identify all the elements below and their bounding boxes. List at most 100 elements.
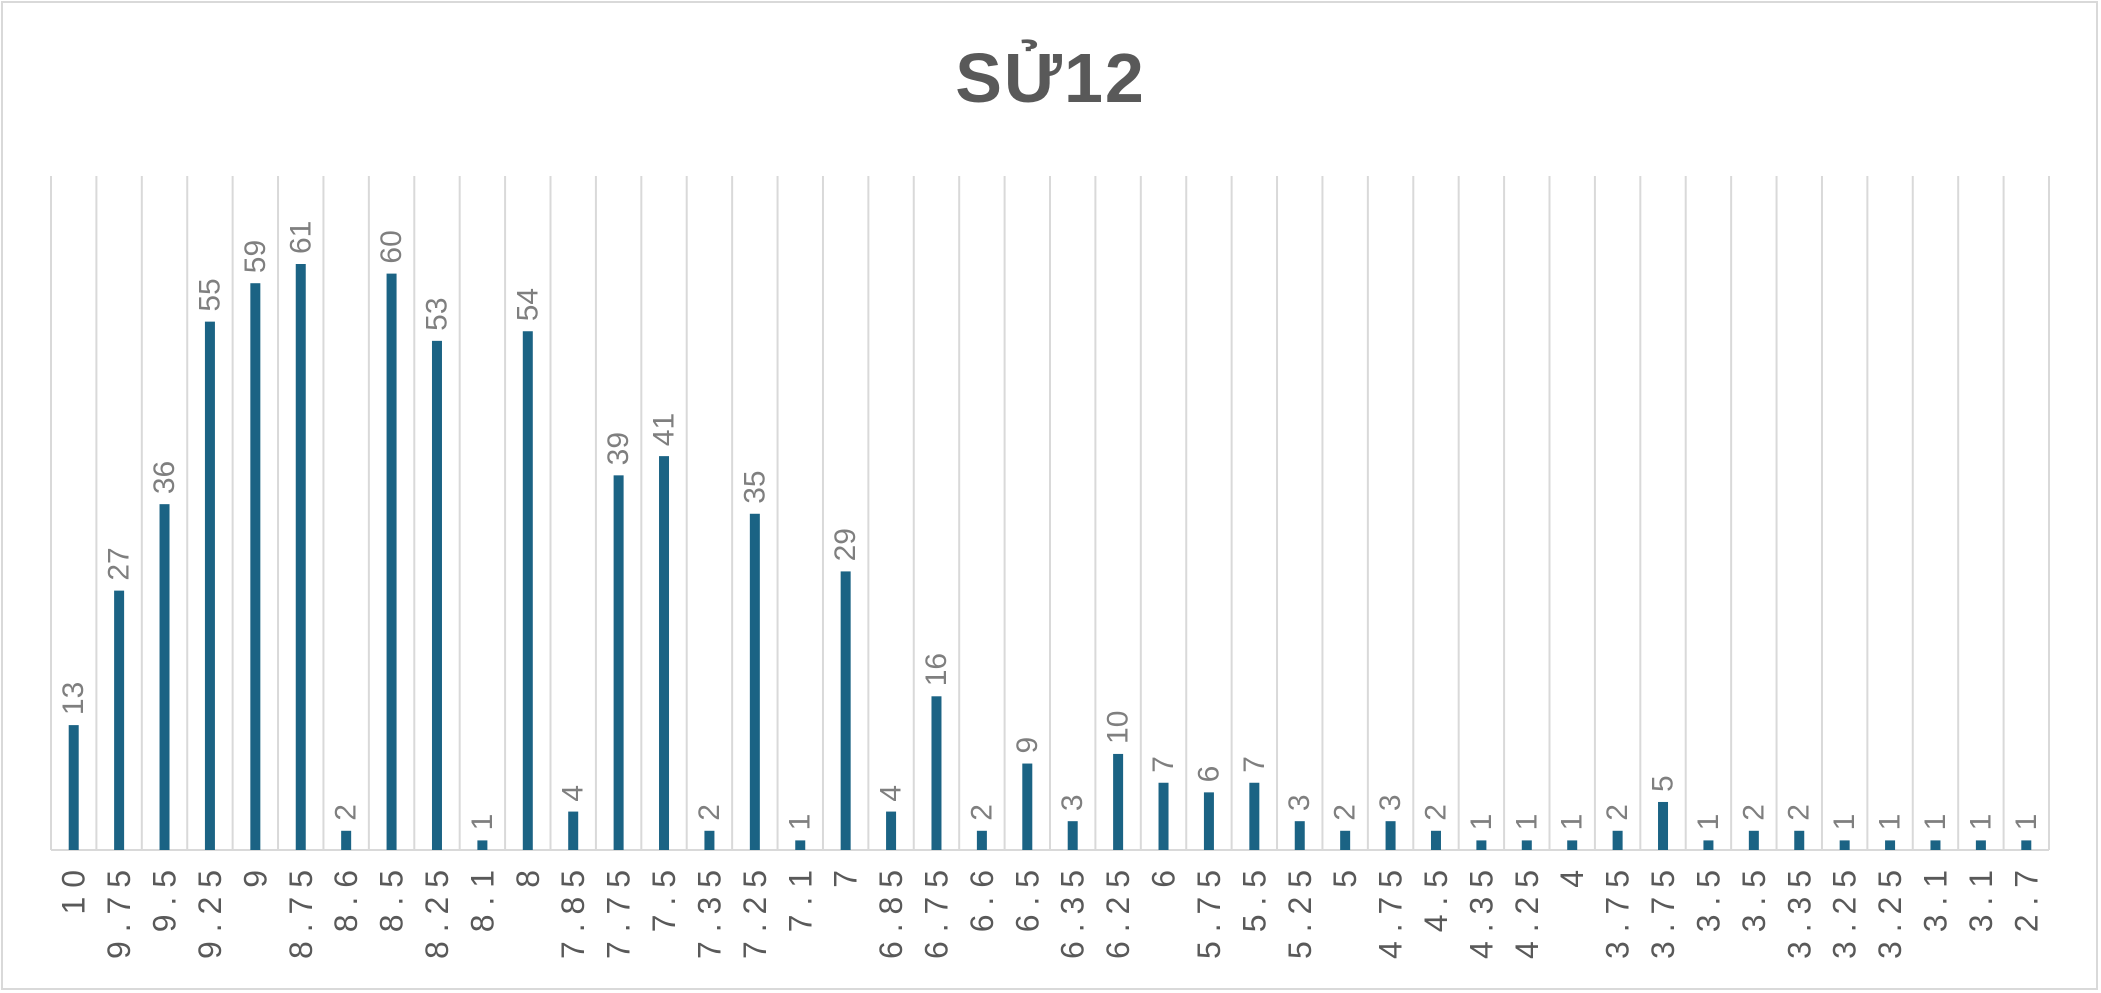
x-tick-label: 9 xyxy=(237,870,273,888)
x-tick-label: 6 xyxy=(1146,870,1182,888)
data-label: 1 xyxy=(466,814,499,831)
bar xyxy=(204,321,215,850)
data-label: 2 xyxy=(1601,804,1634,821)
data-label: 55 xyxy=(193,278,226,311)
x-tick-label: 3 . 1 xyxy=(1963,870,1999,932)
x-tick-label: 4 . 5 xyxy=(1418,870,1454,932)
x-tick-label: 5 . 5 xyxy=(1236,870,1272,932)
bar xyxy=(1567,840,1578,850)
data-label: 9 xyxy=(1011,737,1044,754)
x-tick-label: 8 . 1 xyxy=(464,870,500,932)
bar xyxy=(840,571,851,850)
data-label: 60 xyxy=(375,230,408,263)
data-label: 1 xyxy=(1874,814,1907,831)
bar xyxy=(1839,840,1850,850)
x-tick-label: 3 . 3 5 xyxy=(1781,870,1817,959)
data-label: 53 xyxy=(420,297,453,330)
x-tick-label: 7 . 5 xyxy=(646,870,682,932)
bar xyxy=(1930,840,1941,850)
x-tick-label: 6 . 2 5 xyxy=(1100,870,1136,959)
x-tick-label: 8 xyxy=(510,870,546,888)
x-tick-label: 9 . 2 5 xyxy=(192,870,228,959)
bar xyxy=(659,456,670,850)
x-tick-label: 8 . 5 xyxy=(374,870,410,932)
bar xyxy=(2021,840,2032,850)
x-tick-label: 7 . 1 xyxy=(782,870,818,932)
x-tick-label: 3 . 5 xyxy=(1736,870,1772,932)
data-label: 2 xyxy=(1783,804,1816,821)
bar xyxy=(1703,840,1714,850)
data-label: 4 xyxy=(557,785,590,802)
x-tick-label: 7 . 2 5 xyxy=(737,870,773,959)
x-tick-label: 9 . 7 5 xyxy=(101,870,137,959)
bar xyxy=(886,811,897,850)
bar xyxy=(250,283,261,850)
bar xyxy=(613,475,624,850)
bar xyxy=(1521,840,1532,850)
bar xyxy=(749,513,760,850)
x-tick-label: 7 . 8 5 xyxy=(555,870,591,959)
data-label: 39 xyxy=(602,432,635,465)
x-tick-label: 6 . 7 5 xyxy=(918,870,954,959)
data-label: 7 xyxy=(1238,756,1271,773)
data-label: 6 xyxy=(1192,766,1225,783)
data-label: 3 xyxy=(1374,794,1407,811)
x-tick-label: 4 . 2 5 xyxy=(1509,870,1545,959)
bar xyxy=(1748,830,1759,850)
bar xyxy=(1658,801,1669,850)
bar xyxy=(1476,840,1487,850)
x-tick-label: 6 . 6 xyxy=(964,870,1000,932)
data-label: 1 xyxy=(1510,814,1543,831)
data-label: 13 xyxy=(57,682,90,715)
x-tick-label: 8 . 7 5 xyxy=(283,870,319,959)
bar xyxy=(114,590,125,850)
data-label: 54 xyxy=(511,288,544,321)
data-label: 2 xyxy=(693,804,726,821)
bar xyxy=(704,830,715,850)
x-tick-label: 1 0 xyxy=(56,870,92,914)
data-label: 61 xyxy=(284,221,317,254)
data-label: 59 xyxy=(239,240,272,273)
bar xyxy=(1885,840,1896,850)
data-label: 1 xyxy=(1964,814,1997,831)
bar xyxy=(1022,763,1033,850)
data-label: 1 xyxy=(1828,814,1861,831)
x-tick-label: 6 . 5 xyxy=(1009,870,1045,932)
x-tick-label: 7 . 3 5 xyxy=(691,870,727,959)
data-label: 3 xyxy=(1056,794,1089,811)
x-tick-label: 6 . 8 5 xyxy=(873,870,909,959)
data-label: 1 xyxy=(1465,814,1498,831)
bar xyxy=(159,504,170,850)
data-label: 1 xyxy=(1556,814,1589,831)
data-label: 36 xyxy=(148,461,181,494)
bar xyxy=(1158,782,1169,850)
bar xyxy=(1203,792,1214,850)
bar xyxy=(295,264,306,850)
x-tick-label: 7 xyxy=(828,870,864,888)
bar xyxy=(386,273,397,850)
data-label: 1 xyxy=(2010,814,2043,831)
data-label: 2 xyxy=(330,804,363,821)
x-tick-label: 2 . 7 xyxy=(2008,870,2044,932)
x-tick-label: 5 xyxy=(1327,870,1363,888)
bar xyxy=(931,696,942,850)
bar xyxy=(522,331,533,850)
x-tick-label: 4 . 3 5 xyxy=(1463,870,1499,959)
data-label: 4 xyxy=(875,785,908,802)
x-tick-label: 7 . 7 5 xyxy=(601,870,637,959)
bar xyxy=(1294,821,1305,850)
x-tick-label: 5 . 7 5 xyxy=(1191,870,1227,959)
x-tick-label: 3 . 5 xyxy=(1690,870,1726,932)
x-tick-label: 3 . 7 5 xyxy=(1600,870,1636,959)
data-label: 7 xyxy=(1147,756,1180,773)
bar xyxy=(1975,840,1986,850)
bar xyxy=(568,811,579,850)
bar xyxy=(431,340,442,850)
data-label: 10 xyxy=(1102,711,1135,744)
x-tick-label: 3 . 2 5 xyxy=(1827,870,1863,959)
x-tick-label: 4 . 7 5 xyxy=(1373,870,1409,959)
data-label: 16 xyxy=(920,653,953,686)
bar xyxy=(477,840,488,850)
bar xyxy=(1113,753,1124,850)
x-tick-label: 8 . 2 5 xyxy=(419,870,455,959)
